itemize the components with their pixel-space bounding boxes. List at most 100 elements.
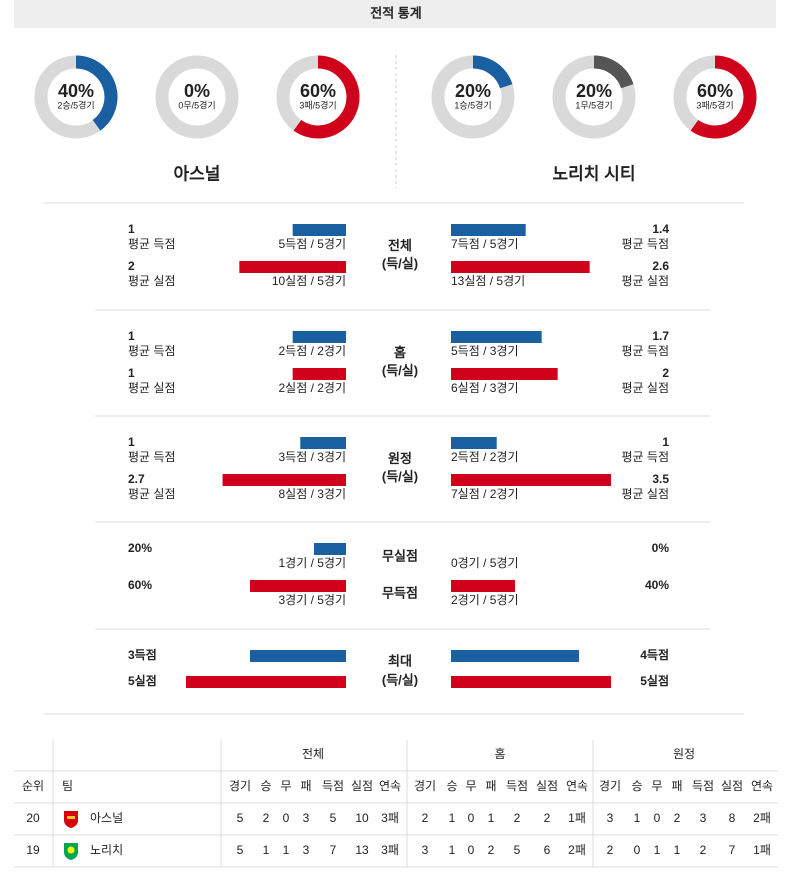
- donut-percent: 60%: [697, 81, 733, 101]
- section-label: 원정: [388, 451, 412, 466]
- stat-cell: 3: [607, 811, 614, 825]
- stat-cell: 2: [544, 811, 551, 825]
- header-bar: [14, 0, 776, 28]
- stat-label: 평균 득점: [622, 237, 670, 251]
- table-header: 무: [280, 779, 291, 793]
- rank: 20: [26, 811, 40, 825]
- stat-cell: 1: [283, 843, 290, 857]
- stat-detail: 1경기 / 5경기: [278, 556, 346, 570]
- stat-label: 평균 실점: [622, 274, 670, 288]
- stat-cell: 5: [237, 811, 244, 825]
- table-header: 승: [631, 779, 642, 793]
- stat-cell: 3패: [381, 811, 399, 825]
- stat-cell: 1: [674, 843, 681, 857]
- stat-bar: [451, 676, 611, 688]
- donut-percent: 60%: [300, 81, 336, 101]
- stat-cell: 0: [634, 843, 641, 857]
- table-header: 패: [300, 779, 311, 793]
- stat-value: 40%: [645, 578, 669, 592]
- stat-bar: [250, 580, 346, 592]
- stat-cell: 2: [607, 843, 614, 857]
- donut-record: 1무/5경기: [575, 99, 612, 110]
- section-label: 무득점: [382, 585, 418, 600]
- stat-label: 평균 실점: [128, 274, 176, 288]
- stat-bar: [451, 437, 497, 449]
- table-header: 순위: [22, 779, 44, 793]
- stat-cell: 5: [330, 811, 337, 825]
- table-header: 실점: [721, 779, 743, 793]
- donut-record: 1승/5경기: [454, 99, 491, 110]
- stat-detail: 3경기 / 5경기: [278, 593, 346, 607]
- stat-cell: 3: [303, 811, 310, 825]
- table-header: 연속: [751, 779, 773, 793]
- table-header: 무: [651, 779, 662, 793]
- stat-bar: [222, 474, 346, 486]
- table-header: 득점: [506, 779, 528, 793]
- section-label: 홈: [394, 345, 406, 360]
- stat-value: 2.6: [652, 259, 669, 273]
- stat-value: 1.4: [652, 222, 669, 236]
- stat-bar: [451, 650, 579, 662]
- table-header: 실점: [536, 779, 558, 793]
- stat-label: 평균 실점: [128, 487, 176, 501]
- stat-cell: 13: [355, 843, 369, 857]
- table-header: 경기: [599, 779, 621, 793]
- stat-cell: 7: [330, 843, 337, 857]
- stat-detail: 3득점 / 3경기: [278, 450, 346, 464]
- header-title: 전적 통계: [370, 5, 421, 20]
- stat-value: 0%: [652, 541, 670, 555]
- stat-cell: 3: [422, 843, 429, 857]
- stat-cell: 2: [674, 811, 681, 825]
- stat-bar: [292, 368, 346, 380]
- stat-cell: 0: [468, 843, 475, 857]
- donut-arc: [293, 55, 360, 139]
- stat-detail: 2실점 / 2경기: [278, 381, 346, 395]
- stat-value: 1.7: [652, 329, 669, 343]
- donut-record: 0무/5경기: [178, 99, 215, 110]
- team-cell: 노리치: [90, 843, 123, 857]
- rank: 19: [26, 843, 40, 857]
- stat-cell: 0: [654, 811, 661, 825]
- stat-detail: 5득점 / 5경기: [278, 237, 346, 251]
- stat-value: 1: [128, 222, 135, 236]
- stat-cell: 3: [700, 811, 707, 825]
- stat-label: 평균 득점: [622, 450, 670, 464]
- table-header: 경기: [229, 779, 251, 793]
- stat-cell: 1: [263, 843, 270, 857]
- section-label: (득/실): [382, 256, 418, 271]
- stat-cell: 1패: [568, 811, 586, 825]
- stat-value: 1: [128, 366, 135, 380]
- stat-cell: 0: [283, 811, 290, 825]
- donut-percent: 0%: [184, 81, 210, 101]
- team-logo-detail: [67, 816, 75, 819]
- section-label: 최대: [388, 653, 412, 668]
- stat-cell: 1: [449, 811, 456, 825]
- stat-detail: 6실점 / 3경기: [451, 381, 519, 395]
- stat-value: 1: [662, 435, 669, 449]
- stat-cell: 3패: [381, 843, 399, 857]
- stat-value: 60%: [128, 578, 152, 592]
- table-header: 득점: [692, 779, 714, 793]
- stat-cell: 3: [303, 843, 310, 857]
- stat-detail: 2득점 / 2경기: [451, 450, 519, 464]
- stat-cell: 7: [729, 843, 736, 857]
- team-logo: [64, 811, 78, 828]
- stat-cell: 2: [700, 843, 707, 857]
- stat-value: 3득점: [128, 647, 157, 662]
- donut-percent: 20%: [576, 81, 612, 101]
- stat-detail: 2경기 / 5경기: [451, 593, 519, 607]
- stat-value: 3.5: [652, 472, 669, 486]
- stat-detail: 5득점 / 3경기: [451, 344, 519, 358]
- team-logo-detail: [67, 846, 75, 854]
- stat-bar: [451, 474, 611, 486]
- donut-record: 3패/5경기: [299, 99, 336, 110]
- stat-label: 평균 실점: [622, 487, 670, 501]
- stat-bar: [451, 261, 590, 273]
- table-header: 무: [465, 779, 476, 793]
- stat-value: 2.7: [128, 472, 145, 486]
- stat-bar: [292, 331, 346, 343]
- stat-cell: 8: [729, 811, 736, 825]
- section-label: (득/실): [382, 363, 418, 378]
- stat-bar: [451, 368, 558, 380]
